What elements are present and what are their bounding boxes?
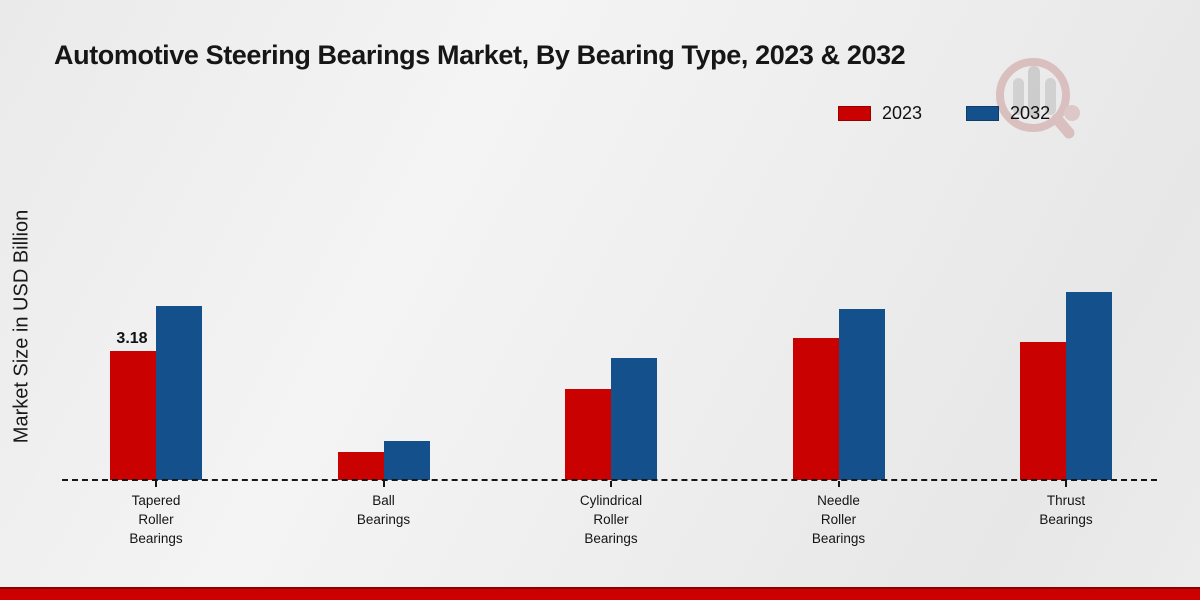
x-axis-tick	[155, 481, 157, 487]
category-label-line: Roller	[593, 512, 629, 527]
watermark-magnifier-ring	[996, 58, 1070, 132]
legend-item-2032: 2032	[966, 103, 1050, 124]
bar-2032-ball-bearings	[383, 441, 430, 480]
bar-2023-ball-bearings	[337, 452, 384, 480]
category-label-ball-bearings: Ball Bearings	[314, 491, 454, 529]
category-label-line: Ball	[372, 493, 395, 508]
category-label-tapered-roller-bearings: Tapered Roller Bearings	[86, 491, 226, 548]
chart-title: Automotive Steering Bearings Market, By …	[54, 40, 906, 70]
bar-2023-tapered-roller-bearings	[110, 351, 156, 480]
category-label-thrust-bearings: Thrust Bearings	[996, 491, 1136, 529]
bar-value-label: 3.18	[116, 330, 148, 347]
category-label-line: Bearings	[129, 531, 183, 546]
watermark-bar-right	[1045, 78, 1056, 115]
x-axis-baseline	[62, 479, 1157, 481]
watermark-magnifier-handle	[1051, 113, 1075, 139]
bar-2032-cylindrical-roller-bearings	[611, 358, 657, 480]
category-label-line: Roller	[820, 512, 857, 527]
category-label-cylindrical-roller-bearings: Cylindrical Roller Bearings	[541, 491, 681, 548]
category-label-line: Tapered	[131, 493, 181, 508]
legend: 2023 2032	[838, 103, 1050, 124]
legend-swatch-2023	[838, 106, 871, 121]
category-label-line: Bearings	[584, 531, 638, 546]
x-axis-tick	[1065, 481, 1067, 487]
bar-2023-needle-roller-bearings	[792, 338, 839, 480]
category-label-line: Thrust	[1046, 493, 1086, 508]
category-label-line: Roller	[138, 512, 174, 527]
bar-2023-cylindrical-roller-bearings	[565, 389, 611, 480]
bar-2032-needle-roller-bearings	[838, 309, 885, 480]
y-axis-label: Market Size in USD Billion	[10, 209, 33, 444]
category-label-line: Bearings	[811, 531, 866, 546]
watermark-bar-left	[1013, 78, 1024, 115]
x-axis-tick	[382, 481, 385, 487]
category-label-line: Needle	[817, 493, 860, 508]
footer-red-band	[0, 587, 1200, 600]
bar-2032-thrust-bearings	[1066, 292, 1112, 480]
category-label-line: Bearings	[1039, 512, 1093, 527]
category-label-line: Cylindrical	[579, 493, 643, 508]
x-axis-tick	[837, 481, 840, 487]
bar-2023-thrust-bearings	[1020, 342, 1066, 480]
legend-item-2023: 2023	[838, 103, 922, 124]
legend-swatch-2032	[966, 106, 1000, 121]
legend-label-2023: 2023	[882, 103, 923, 123]
watermark-bar-middle	[1028, 66, 1040, 118]
bar-2032-tapered-roller-bearings	[156, 306, 202, 480]
legend-label-2032: 2032	[1010, 103, 1051, 123]
mrfr-watermark-logo	[996, 58, 1080, 139]
category-label-line: Bearings	[356, 512, 411, 527]
category-label-needle-roller-bearings: Needle Roller Bearings	[769, 491, 909, 548]
x-axis-tick	[610, 481, 612, 487]
watermark-dot	[1064, 105, 1080, 121]
